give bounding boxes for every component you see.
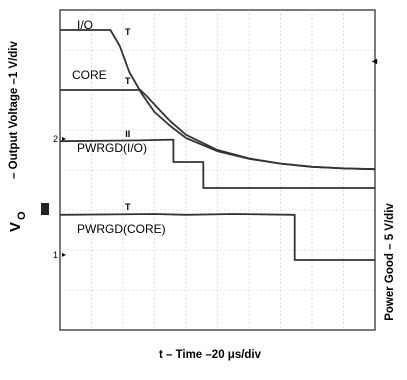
trace-marker: T [125, 202, 131, 212]
y-tick-label: 2 [53, 134, 58, 144]
x-axis-label: t – Time –20 μs/div [159, 349, 262, 361]
channel-ground-indicator [41, 203, 49, 215]
y-tick-marker: ▸ [62, 250, 66, 259]
y-axis-left-label-group: V O [7, 211, 28, 232]
trace-marker: II [125, 129, 130, 139]
y-tick-marker: ▸ [62, 134, 66, 143]
series-label-i-o: I/O [77, 18, 93, 32]
series-label-pwrgd-i-o: PWRGD(I/O) [77, 141, 147, 155]
y-axis-right-label: Power Good – 5 V/div [384, 203, 396, 321]
trace-marker: T [125, 27, 131, 37]
trigger-marker-icon: ◄ [370, 56, 379, 66]
series-line-core [60, 89, 376, 171]
trace-marker: T [125, 76, 131, 86]
series-line-pwrgd-i-o [59, 138, 375, 189]
series-label-core: CORE [72, 68, 107, 82]
y-tick-label: 1 [53, 250, 58, 260]
trace-labels: I/O CORE PWRGD(I/O) PWRGD(CORE) T T II T 2 ▸ 1 ▸ [53, 18, 166, 260]
y-axis-left-subscript: O [16, 211, 28, 220]
traces [59, 29, 376, 261]
series-line-pwrgd-core [59, 213, 375, 261]
series-label-pwrgd-core: PWRGD(CORE) [77, 222, 166, 236]
y-axis-left-symbol: V [7, 222, 24, 232]
y-axis-left-label: – Output Voltage –1 V/div [8, 40, 20, 178]
